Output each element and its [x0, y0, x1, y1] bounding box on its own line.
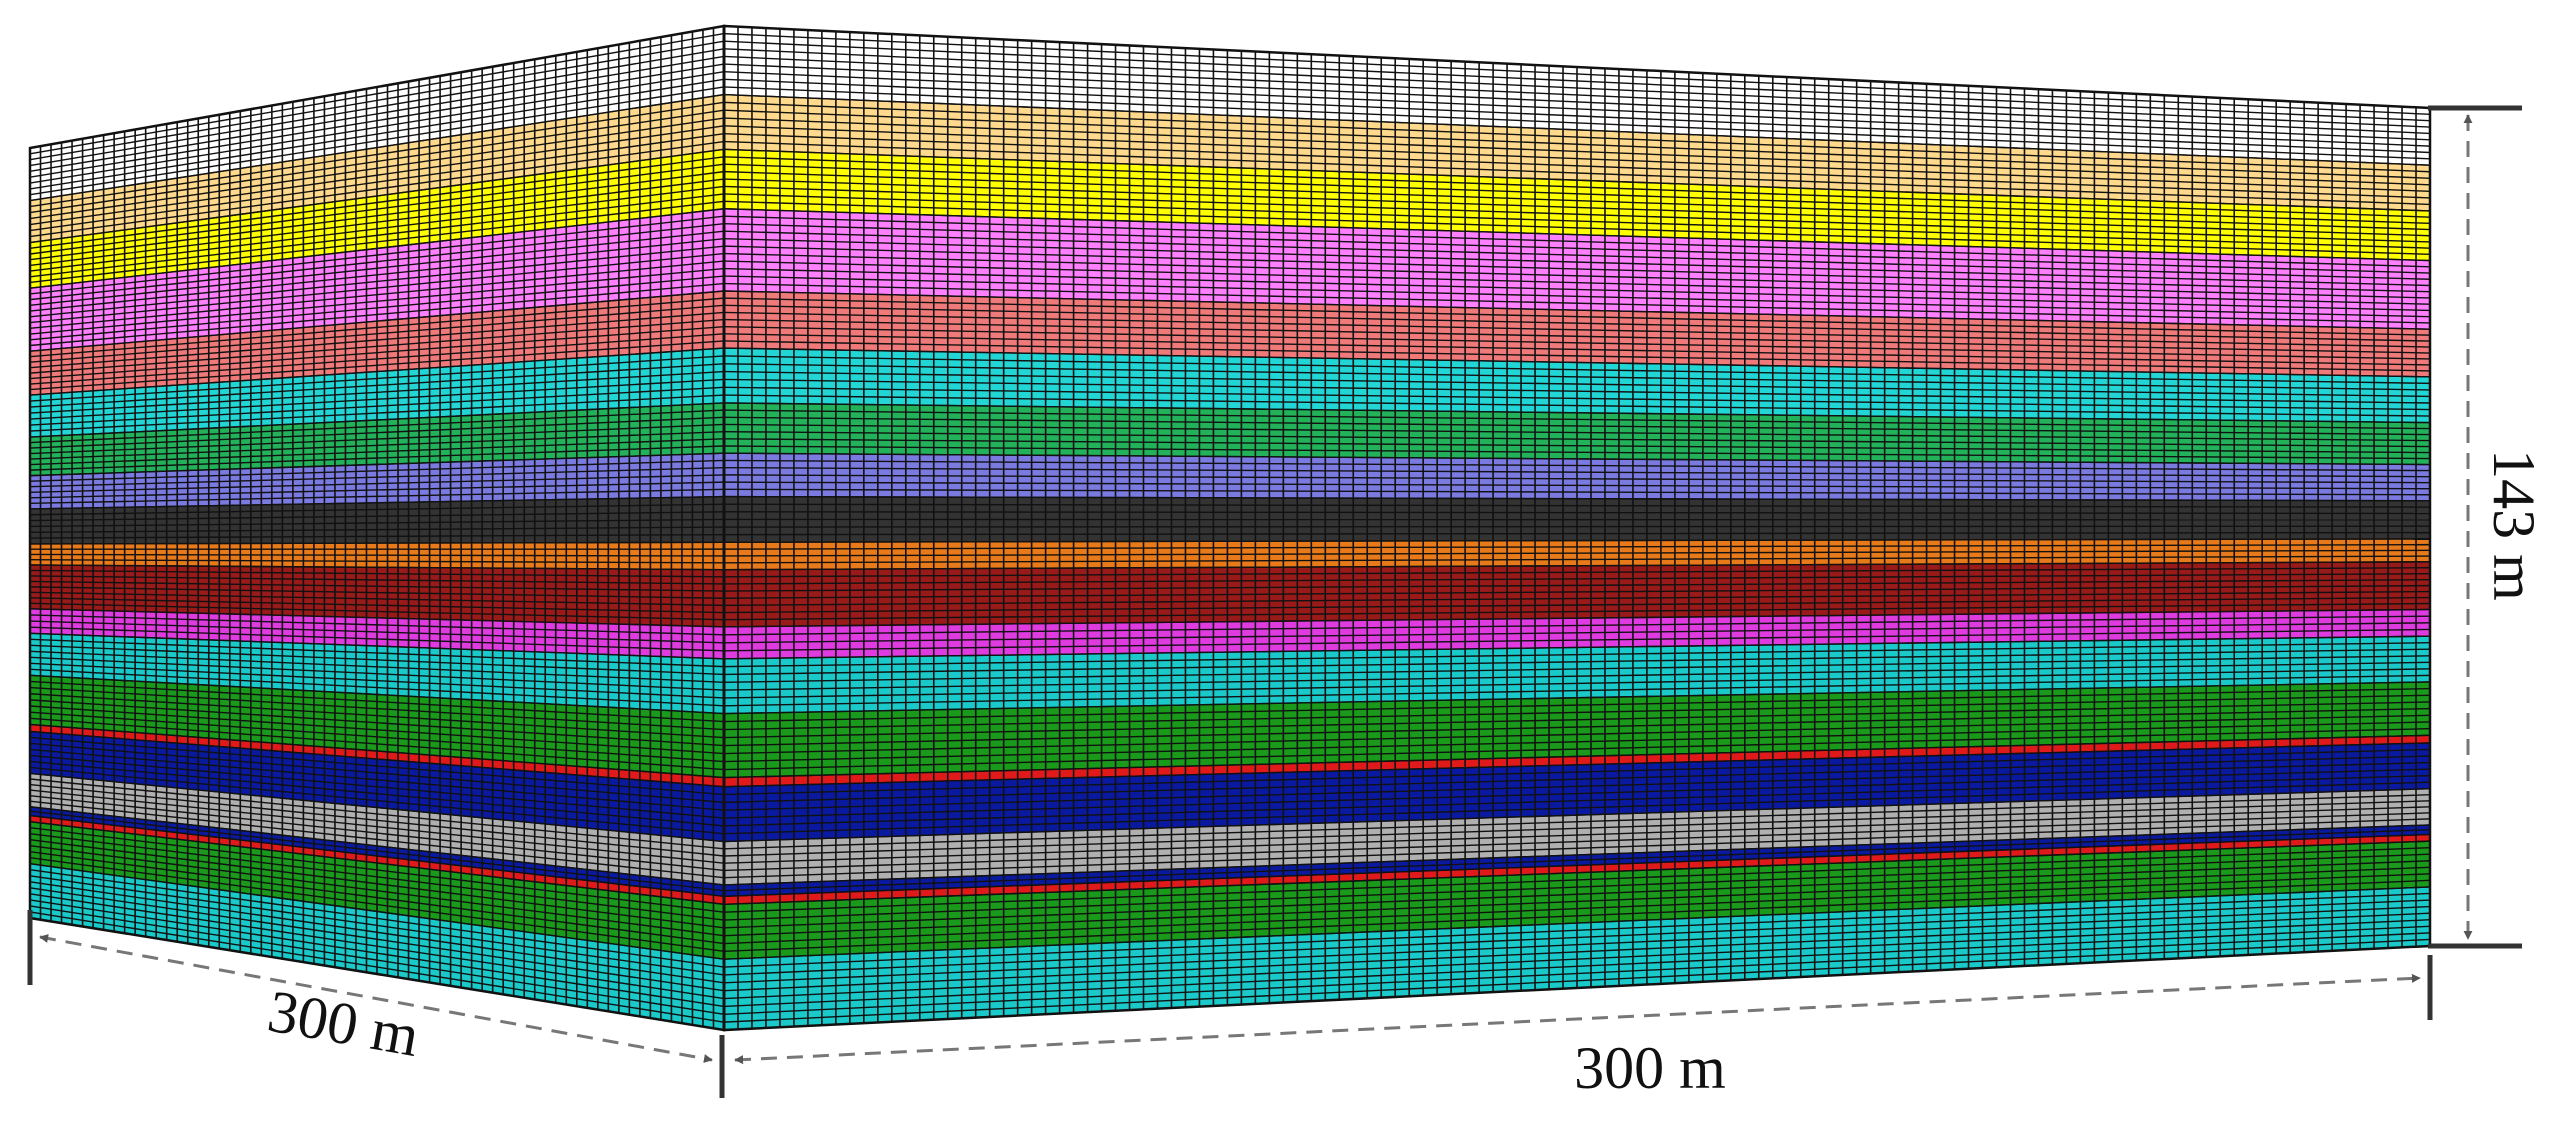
left-mesh-face — [28, 24, 726, 1032]
right-width-label: 300 m — [1574, 1035, 1726, 1101]
right-width-dimension: 300 m — [734, 955, 2433, 1101]
height-label: 143 m — [2481, 449, 2547, 601]
right-width-dimension-line — [734, 973, 2421, 1065]
right-mesh-face — [722, 24, 2432, 1032]
height-dimension: 143 m — [2428, 105, 2547, 949]
left-width-dimension-line — [39, 934, 713, 1063]
left-width-label: 300 m — [263, 978, 424, 1069]
